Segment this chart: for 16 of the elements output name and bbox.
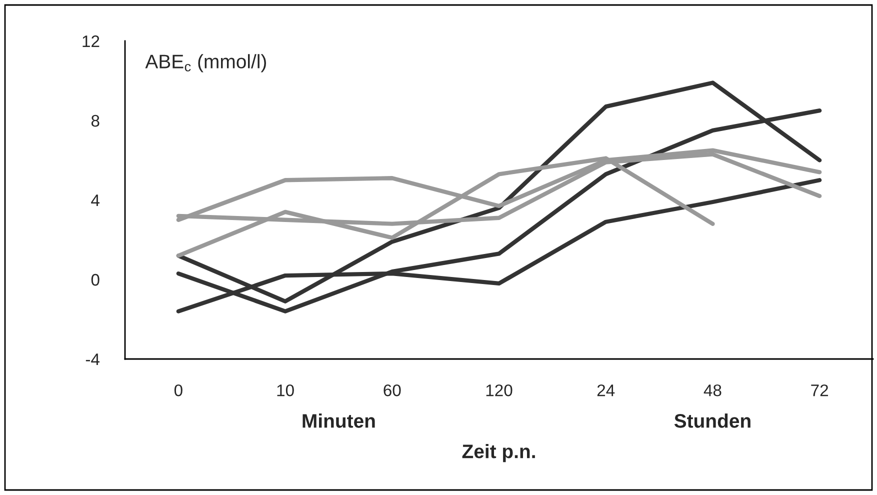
text: Minuten <box>302 414 375 428</box>
x-tick-label: 10 <box>277 384 294 396</box>
x-tick-label: 48 <box>704 384 722 396</box>
x-axis-title: Zeit p.n. <box>462 444 535 462</box>
x-tick-label: 72 <box>811 384 828 396</box>
y-tick-label: 8 <box>91 114 100 127</box>
y-tick-label: 0 <box>91 274 100 286</box>
x-tick-label: 120 <box>486 384 512 396</box>
x-tick-label: 0 <box>174 384 182 396</box>
x-tick-label: 24 <box>597 384 615 396</box>
y-tick-label: 12 <box>82 35 100 48</box>
text: Stunden <box>674 414 750 428</box>
y-tick-label: -4 <box>86 354 100 366</box>
y-tick-label: 4 <box>91 194 100 206</box>
x-tick-label: 60 <box>384 384 401 396</box>
y-axis-title: ABE$_{c}$ (mmol/l) <box>145 54 266 72</box>
